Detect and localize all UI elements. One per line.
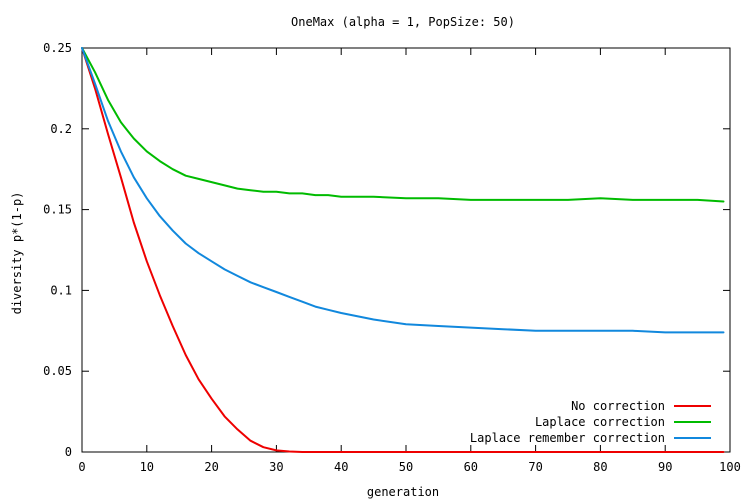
y-tick-label: 0.2 [50,122,72,136]
plot-frame [81,47,731,453]
series-line-3 [81,47,725,334]
x-tick-label: 100 [719,460,741,474]
x-tick-label: 90 [658,460,672,474]
series-line-1 [81,47,725,453]
y-axis-label: diversity p*(1-p) [10,192,24,315]
y-tick-label: 0.25 [43,41,72,55]
legend-label: No correction [571,399,665,413]
x-axis-label: generation [367,485,439,499]
y-tick-label: 0.05 [43,364,72,378]
series-line-2 [81,47,725,203]
x-tick-label: 80 [593,460,607,474]
x-tick-label: 40 [334,460,348,474]
x-tick-label: 10 [140,460,154,474]
x-tick-label: 60 [464,460,478,474]
x-tick-label: 30 [269,460,283,474]
y-tick-label: 0.15 [43,203,72,217]
series-group [81,47,725,453]
legend-label: Laplace remember correction [470,431,665,445]
y-tick-label: 0 [65,445,72,459]
legend-label: Laplace correction [535,415,665,429]
legend: No correction Laplace correction Laplace r… [470,399,711,445]
x-tick-label: 70 [528,460,542,474]
x-tick-label: 20 [204,460,218,474]
y-axis: 0 0.05 0.1 0.15 0.2 0.25 [43,41,730,459]
y-tick-label: 0.1 [50,283,72,297]
x-tick-label: 50 [399,460,413,474]
chart-title: OneMax (alpha = 1, PopSize: 50) [291,15,515,29]
x-tick-label: 0 [78,460,85,474]
